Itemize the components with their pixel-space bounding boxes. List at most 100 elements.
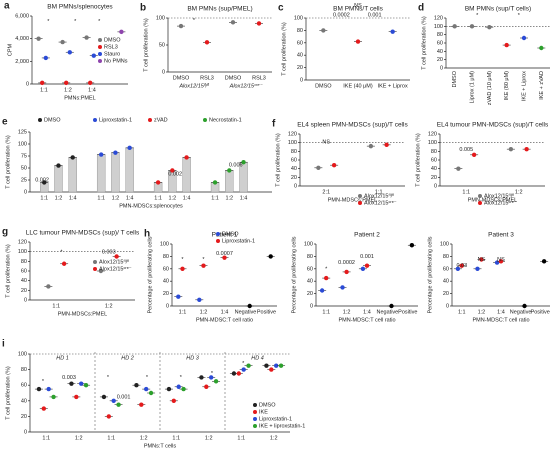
legend-label: DMSO: [104, 37, 121, 43]
data-point: [368, 143, 374, 149]
y-tick-label: 100: [18, 141, 27, 147]
x-tick-label: 1:1: [40, 87, 48, 93]
x-tick-label: 1:2: [169, 195, 177, 201]
y-tick-label: 100: [294, 15, 303, 21]
chart-title: Patient 2: [354, 232, 380, 239]
data-point: [459, 263, 464, 268]
data-point: [355, 39, 361, 44]
legend-marker: [253, 410, 257, 414]
data-point: [36, 386, 42, 392]
group-label: HD 3: [186, 355, 199, 361]
y-tick-label: 0: [26, 81, 29, 87]
group-label: HD 1: [56, 355, 69, 361]
data-point: [241, 367, 246, 372]
data-point: [319, 288, 325, 293]
data-point: [171, 398, 177, 403]
legend-label: Alox12/15ᶜʳᵉ⁻: [99, 265, 132, 272]
y-tick-label: 120: [434, 15, 443, 21]
data-point: [475, 266, 480, 271]
legend-marker: [478, 194, 482, 198]
annotation: NS: [478, 257, 486, 263]
x-tick-label: 1:1: [52, 303, 60, 309]
y-axis-label: T cell proliferation (%): [421, 16, 427, 70]
data-point: [101, 394, 107, 400]
y-tick-label: 20: [163, 291, 169, 297]
x-tick-label: Positive: [257, 309, 276, 315]
data-point: [344, 269, 349, 275]
data-point: [114, 254, 119, 259]
y-tick-label: 60: [443, 266, 449, 272]
data-point: [539, 45, 544, 51]
y-tick-label: 0: [24, 429, 27, 435]
x-tick-label: 1:2: [343, 309, 351, 315]
data-point: [521, 35, 527, 41]
x-tick-label: 1:2: [200, 309, 208, 315]
x-tick-label: 2:1: [322, 189, 330, 195]
x-tick-label: DMSO: [173, 75, 190, 81]
y-tick-label: 0: [24, 297, 27, 303]
data-point: [256, 21, 262, 26]
y-axis-label: Percentage of proliferating cells: [147, 236, 153, 313]
separators: [94, 352, 226, 432]
x-tick-label: 1:2: [140, 435, 148, 441]
x-tick-label: IKE (80 μM): [504, 71, 510, 101]
chart-title: BM PMNs (sup/PMEL): [187, 6, 252, 13]
legend-label: IKE + liproxstatin-1: [259, 423, 305, 429]
x-tick-label: IKE + Liprox: [521, 71, 527, 101]
data-point: [180, 266, 185, 271]
data-point: [479, 257, 484, 262]
y-axis-label: T cell proliferation (%): [5, 366, 11, 420]
y-tick-label: 40: [307, 279, 313, 285]
legend-marker: [253, 417, 257, 421]
y-tick-label: 0: [310, 303, 313, 309]
data-point: [197, 297, 202, 302]
y-tick-label: 100: [440, 241, 449, 247]
y-tick-label: 80: [163, 254, 169, 260]
data-point: [41, 406, 47, 411]
y-tick-label: 40: [443, 279, 449, 285]
data-point: [522, 303, 527, 309]
data-point: [176, 294, 181, 299]
annotation: *: [193, 18, 196, 24]
data-point: [360, 266, 366, 271]
y-tick-label: 20: [443, 291, 449, 297]
chart-title: EL4 tumour PMN-MDSCs (sup)/T cells: [437, 122, 549, 129]
legend-label: Alox12/15ᶜʳᵉ⁻: [364, 199, 397, 206]
y-tick-label: 20: [431, 175, 437, 181]
legend-label: IKE: [259, 409, 268, 415]
data-point: [498, 259, 504, 264]
group-label: Alox12/15ᶠˡ/ᶠˡ: [178, 82, 209, 89]
panel-letter: f: [272, 119, 276, 130]
data-point: [269, 367, 274, 372]
x-tick-label: 1:2: [105, 303, 113, 309]
data-point: [208, 375, 214, 380]
panel-letter: b: [140, 3, 146, 14]
data-point: [390, 29, 395, 34]
y-axis-label: T cell proliferation (%): [5, 244, 11, 298]
legend-marker: [253, 424, 257, 428]
data-point: [222, 255, 227, 260]
x-tick-label: 1:1: [179, 309, 187, 315]
x-tick-label: 1:1: [211, 195, 219, 201]
data-point: [340, 285, 345, 290]
data-point: [236, 371, 242, 376]
legend-marker: [98, 59, 102, 63]
data-point: [78, 381, 84, 386]
annotation: *: [325, 266, 328, 272]
y-tick-label: 80: [437, 32, 443, 38]
y-tick-label: 6,000: [15, 13, 29, 19]
y-tick-label: 60: [21, 383, 27, 389]
y-tick-label: 100: [18, 351, 27, 357]
group-label: HD 2: [121, 355, 134, 361]
data-point: [111, 398, 116, 403]
y-tick-label: 20: [307, 291, 313, 297]
legend-marker: [93, 267, 97, 271]
data-point: [204, 40, 210, 45]
legend-marker: [98, 38, 102, 42]
y-tick-label: 100: [160, 241, 169, 247]
x-tick-label: 1:4: [221, 309, 229, 315]
data-point: [364, 263, 370, 268]
bar: [225, 170, 234, 193]
annotation: *: [98, 19, 101, 25]
